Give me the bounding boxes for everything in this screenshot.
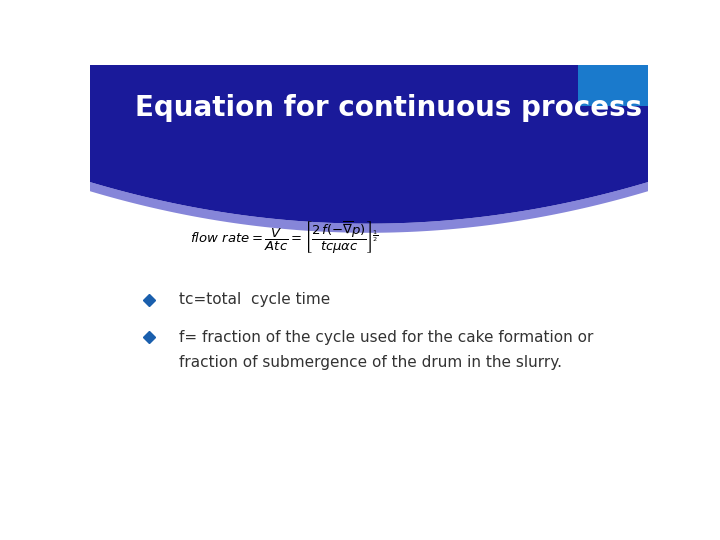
Text: $\mathit{flow\ rate} = \dfrac{V}{Atc} = \left[\dfrac{2\,f(-\overline{\nabla}p)}{: $\mathit{flow\ rate} = \dfrac{V}{Atc} = … — [190, 219, 379, 255]
Polygon shape — [578, 65, 648, 106]
Text: fraction of submergence of the drum in the slurry.: fraction of submergence of the drum in t… — [179, 355, 562, 369]
Text: Equation for continuous process: Equation for continuous process — [135, 94, 642, 123]
Polygon shape — [90, 182, 648, 233]
Text: f= fraction of the cycle used for the cake formation or: f= fraction of the cycle used for the ca… — [179, 329, 594, 345]
Polygon shape — [90, 65, 648, 140]
Text: tc=total  cycle time: tc=total cycle time — [179, 292, 330, 307]
Polygon shape — [90, 140, 648, 224]
